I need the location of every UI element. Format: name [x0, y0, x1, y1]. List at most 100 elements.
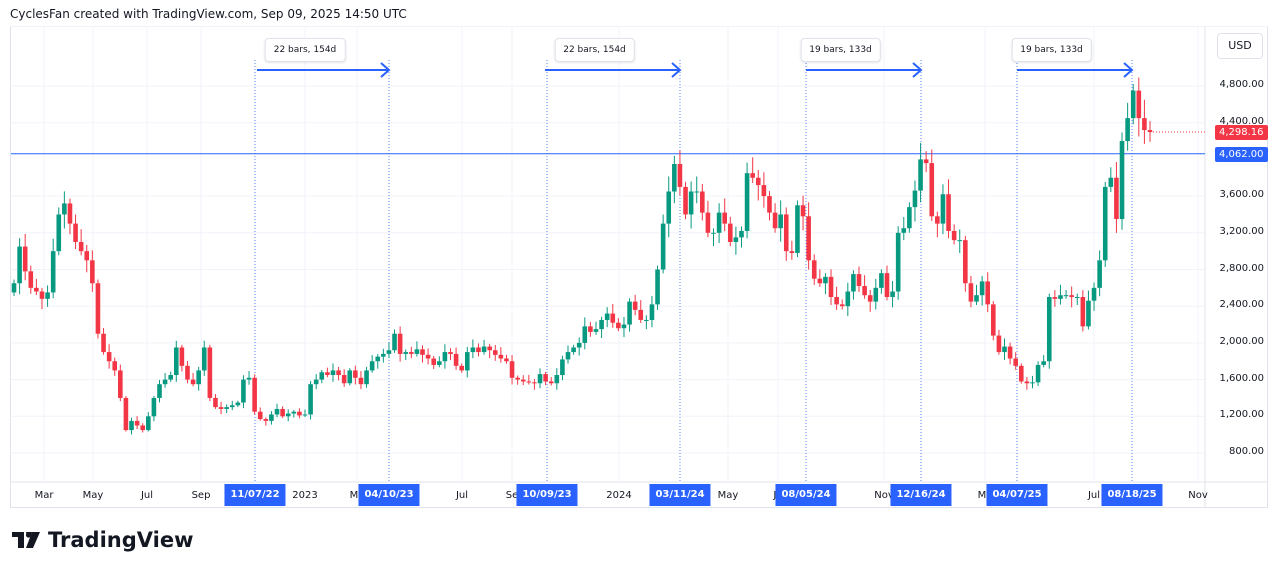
candle-up — [644, 319, 649, 321]
candle-down — [112, 361, 118, 371]
candle-up — [1091, 287, 1097, 301]
candle-up — [688, 191, 694, 215]
candle-up — [823, 276, 828, 284]
candle-up — [235, 402, 241, 406]
candle-down — [353, 370, 358, 378]
candle-down — [817, 278, 823, 284]
x-tick-label: Sep — [191, 490, 211, 501]
candle-up — [733, 237, 739, 242]
candle-down — [297, 411, 302, 416]
candle-down — [190, 379, 196, 385]
candle-down — [280, 408, 285, 417]
candle-down — [783, 214, 789, 252]
y-tick-label: 2,800.00 — [1219, 262, 1264, 274]
candle-up — [1097, 260, 1102, 288]
candle-down — [520, 379, 526, 382]
candle-down — [1052, 297, 1058, 299]
last-price-badge: 4,298.16 — [1215, 125, 1268, 140]
arrow-head-icon — [912, 62, 923, 78]
x-tick-label: Jul — [455, 490, 469, 501]
candle-up — [246, 377, 252, 380]
candle-down — [39, 291, 45, 299]
candle-up — [1041, 361, 1046, 365]
y-tick-label: 2,400.00 — [1219, 299, 1264, 311]
candle-down — [515, 377, 520, 380]
candle-up — [851, 274, 856, 292]
candle-down — [884, 273, 890, 298]
candle-down — [218, 407, 224, 409]
candle-down — [548, 381, 554, 384]
candle-up — [56, 214, 62, 252]
candle-down — [839, 304, 845, 307]
candle-down — [526, 381, 532, 383]
tradingview-logo[interactable]: TradingView — [12, 528, 193, 552]
candle-up — [1108, 177, 1114, 187]
candle-up — [845, 291, 851, 307]
y-tick-label: 3,200.00 — [1219, 225, 1264, 237]
candle-up — [907, 207, 912, 229]
candle-down — [1147, 130, 1153, 133]
candle-up — [481, 346, 487, 353]
candle-down — [867, 295, 873, 302]
candle-down — [806, 216, 811, 261]
candle-down — [862, 286, 867, 296]
candle-up — [1130, 90, 1136, 119]
candle-down — [1142, 118, 1147, 131]
date-marker-badge: 04/07/25 — [986, 484, 1048, 506]
candle-down — [185, 365, 190, 380]
candle-up — [313, 379, 319, 385]
candle-down — [929, 163, 935, 217]
candle-down — [492, 350, 498, 355]
candle-up — [879, 273, 884, 288]
candle-up — [716, 212, 722, 233]
measurement-label: 22 bars, 154d — [264, 38, 346, 62]
measurement-label: 22 bars, 154d — [554, 38, 635, 62]
candle-up — [1030, 382, 1035, 384]
x-tick-label: Nov — [874, 490, 894, 501]
candle-up — [739, 230, 744, 238]
candle-up — [655, 269, 660, 305]
candle-down — [325, 372, 330, 376]
candle-down — [213, 397, 218, 408]
candle-down — [257, 411, 263, 420]
candle-down — [409, 352, 414, 354]
candle-up — [285, 413, 291, 417]
candle-up — [381, 353, 386, 357]
candle-up — [364, 370, 369, 385]
x-tick-label: 2024 — [606, 490, 632, 501]
x-tick-label: Jul — [1087, 490, 1101, 501]
candle-down — [358, 377, 364, 385]
candle-up — [414, 349, 420, 354]
candle-down — [73, 223, 78, 242]
candle-up — [62, 203, 67, 215]
candle-down — [95, 283, 101, 334]
candle-down — [509, 361, 515, 378]
candle-up — [1119, 141, 1125, 220]
candle-up — [229, 405, 235, 408]
y-tick-label: 1,600.00 — [1219, 372, 1264, 384]
candle-down — [789, 251, 795, 253]
candle-up — [392, 333, 397, 351]
candle-up — [957, 240, 963, 242]
candle-down — [935, 216, 940, 224]
candle-up — [1046, 297, 1052, 362]
candle-down — [767, 196, 772, 213]
candle-up — [565, 352, 571, 360]
candle-down — [677, 163, 683, 187]
candle-up — [940, 194, 946, 224]
candle-up — [1102, 186, 1108, 261]
date-marker-badge: 12/16/24 — [890, 484, 952, 506]
candle-up — [403, 352, 409, 354]
candle-down — [638, 309, 644, 320]
date-marker-badge: 11/07/22 — [224, 484, 286, 506]
candle-up — [554, 375, 560, 384]
currency-button[interactable]: USD — [1217, 33, 1263, 59]
candle-up — [347, 370, 353, 384]
candle-down — [750, 173, 755, 178]
candle-down — [772, 212, 778, 229]
candle-up — [778, 214, 783, 229]
candle-up — [196, 370, 201, 385]
candle-up — [162, 379, 168, 385]
horizontal-line-price-badge: 4,062.00 — [1215, 147, 1268, 162]
